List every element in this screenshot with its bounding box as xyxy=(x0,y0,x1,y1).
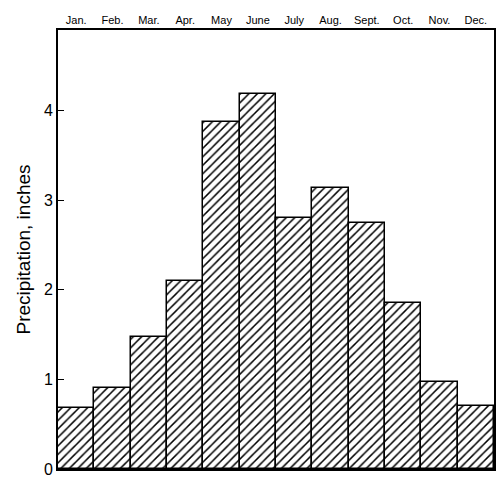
svg-text:Nov.: Nov. xyxy=(429,14,451,26)
svg-text:Oct.: Oct. xyxy=(393,14,413,26)
svg-text:3: 3 xyxy=(44,192,53,209)
svg-text:Sept.: Sept. xyxy=(354,14,380,26)
svg-text:June: June xyxy=(246,14,270,26)
svg-text:July: July xyxy=(284,14,304,26)
svg-text:4: 4 xyxy=(44,102,53,119)
svg-text:2: 2 xyxy=(44,281,53,298)
svg-text:Precipitation, inches: Precipitation, inches xyxy=(13,164,34,334)
svg-text:0: 0 xyxy=(44,461,53,478)
svg-text:Dec.: Dec. xyxy=(465,14,488,26)
svg-text:Apr.: Apr. xyxy=(175,14,195,26)
svg-text:Feb.: Feb. xyxy=(101,14,123,26)
svg-text:May: May xyxy=(211,14,232,26)
svg-text:1: 1 xyxy=(44,371,53,388)
svg-text:Aug.: Aug. xyxy=(319,14,342,26)
svg-text:Jan.: Jan. xyxy=(66,14,87,26)
svg-text:Mar.: Mar. xyxy=(138,14,159,26)
